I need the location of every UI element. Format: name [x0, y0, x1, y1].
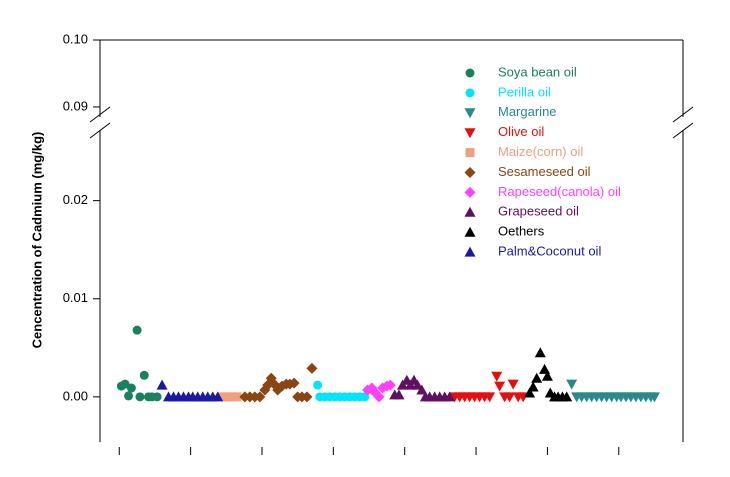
point — [491, 371, 503, 382]
point — [254, 391, 266, 403]
axis-break — [672, 106, 694, 123]
point — [494, 381, 506, 392]
point — [212, 391, 224, 402]
point — [301, 391, 313, 403]
point — [139, 370, 149, 380]
point — [135, 392, 145, 402]
point — [217, 392, 227, 402]
point — [416, 384, 428, 395]
point — [561, 391, 573, 402]
legend-marker — [465, 148, 475, 158]
legend-label: Oethers — [498, 224, 545, 239]
point — [531, 372, 543, 383]
point — [524, 387, 536, 398]
legend-label: Margarine — [498, 104, 557, 119]
point — [539, 363, 551, 374]
legend-label: Palm&Coconut oil — [498, 244, 601, 259]
legend-label: Sesameseed oil — [498, 164, 591, 179]
point — [373, 391, 385, 403]
axis-break — [89, 122, 111, 139]
legend-marker — [464, 167, 476, 178]
legend-label: Maize(corn) oil — [498, 144, 583, 159]
legend-marker — [464, 246, 476, 257]
legend-label: Perilla oil — [498, 84, 551, 99]
point — [227, 392, 237, 402]
point — [484, 392, 496, 403]
point — [232, 392, 242, 402]
legend-marker — [464, 226, 476, 237]
legend-marker — [464, 128, 476, 139]
y-tick-label: 0.01 — [63, 290, 88, 305]
y-tick-label: 0.10 — [63, 31, 88, 46]
point — [384, 379, 396, 391]
point — [504, 392, 516, 403]
point — [306, 362, 318, 374]
legend-marker — [464, 206, 476, 217]
legend-label: Grapeseed oil — [498, 204, 579, 219]
point — [132, 325, 142, 335]
legend-label: Rapeseed(canola) oil — [498, 184, 621, 199]
y-tick-label: 0.00 — [63, 388, 88, 403]
point — [288, 377, 300, 389]
point — [126, 383, 136, 393]
y-axis-label: Cencentration of Cadmium (mg/kg) — [29, 132, 44, 349]
axis-break — [89, 106, 111, 123]
point — [156, 379, 168, 390]
legend-marker — [464, 108, 476, 119]
axis-break — [672, 122, 694, 139]
point — [527, 381, 539, 392]
legend-label: Olive oil — [498, 124, 544, 139]
y-tick-label: 0.02 — [63, 192, 88, 207]
legend-label: Soya bean oil — [498, 64, 577, 79]
point — [648, 392, 660, 403]
point — [444, 391, 456, 402]
point — [566, 379, 578, 390]
legend-marker — [465, 88, 475, 98]
legend-marker — [464, 186, 476, 198]
legend-marker — [465, 68, 475, 78]
point — [393, 389, 405, 400]
point — [124, 391, 134, 401]
point — [507, 379, 519, 390]
y-tick-label: 0.09 — [63, 98, 88, 113]
point — [152, 392, 162, 402]
point — [412, 379, 424, 390]
point — [313, 380, 323, 390]
point — [534, 347, 546, 358]
point — [222, 392, 232, 402]
point — [541, 370, 553, 381]
